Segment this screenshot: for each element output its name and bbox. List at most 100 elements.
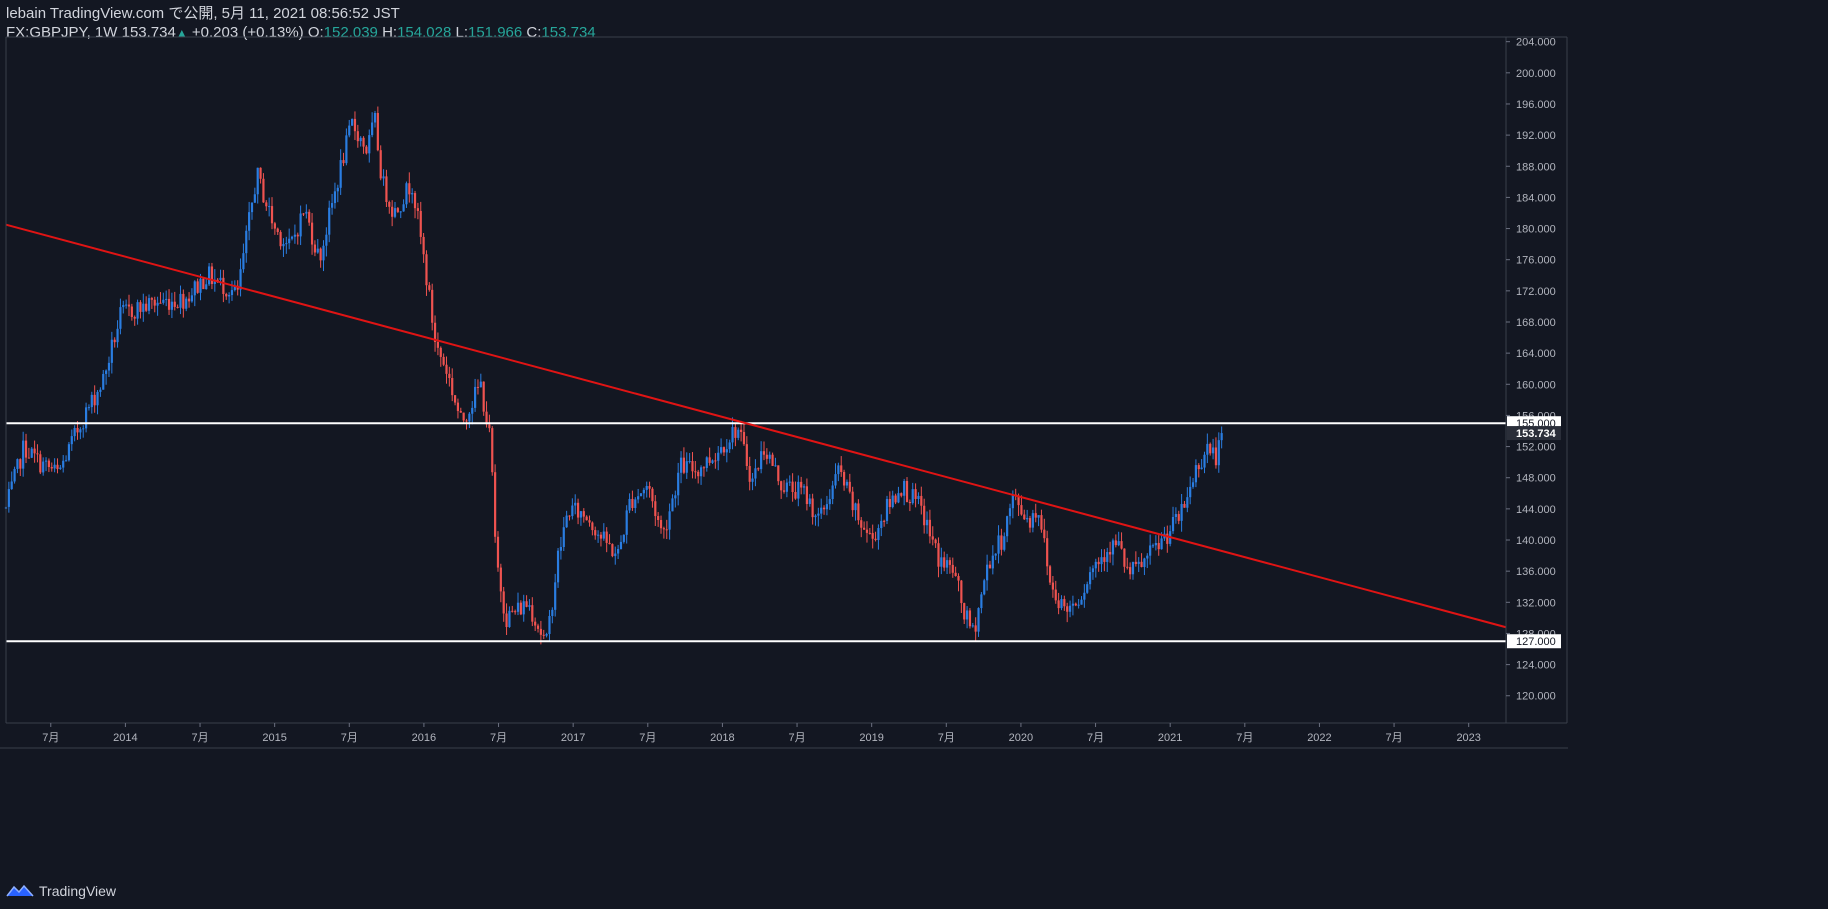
candle-body [565, 515, 568, 528]
candle-body [637, 496, 640, 500]
candle-body [994, 553, 997, 556]
candle-body [1211, 447, 1215, 454]
x-tick-label: 7月 [1385, 732, 1402, 744]
candle-body [1129, 567, 1132, 575]
candle-body [491, 428, 494, 473]
candle-body [525, 601, 528, 607]
candle-body [459, 411, 462, 413]
candle-body [339, 160, 342, 188]
candle-body [96, 391, 99, 406]
candle-body [1203, 454, 1206, 468]
candle-body [502, 591, 505, 614]
candle-body [794, 492, 797, 499]
candle-body [817, 513, 820, 516]
candle-body [659, 520, 663, 529]
footer-branding[interactable]: TradingView [6, 883, 116, 899]
candle-body [479, 381, 482, 388]
candle-body [167, 298, 171, 310]
candle-body [105, 370, 108, 374]
candle-body [199, 278, 202, 293]
candle-body [233, 285, 236, 291]
x-tick-label: 2015 [262, 732, 286, 744]
candle-body [928, 519, 931, 537]
candle-body [797, 481, 800, 499]
candle-body [225, 293, 228, 297]
candle-body [968, 610, 972, 627]
candle-body [1114, 540, 1117, 546]
candle-body [765, 454, 768, 459]
candle-body [1120, 541, 1123, 549]
candle-body [451, 377, 454, 396]
candle-body [634, 499, 637, 508]
x-tick-label: 2022 [1307, 732, 1331, 744]
candle-body [865, 529, 869, 533]
candle-body [937, 543, 940, 567]
candle-body [582, 511, 585, 517]
candle-body [551, 609, 554, 616]
candle-body [617, 549, 620, 554]
x-tick-label: 7月 [1087, 732, 1104, 744]
candle-body [293, 234, 296, 237]
candle-body [24, 440, 28, 458]
y-tick-label: 200.000 [1516, 68, 1556, 80]
candle-body [305, 211, 308, 214]
candle-body [1006, 516, 1009, 537]
candle-body [382, 176, 385, 179]
candle-body [1097, 561, 1100, 565]
x-tick-label: 7月 [191, 732, 208, 744]
candle-body [359, 137, 362, 142]
candle-body [73, 427, 76, 437]
candle-body [805, 486, 809, 505]
candle-body [542, 634, 545, 636]
candle-body [694, 471, 697, 473]
candle-body [963, 603, 966, 620]
publish-info: lebain TradingView.com で公開, 5月 11, 2021 … [6, 5, 400, 22]
candle-body [717, 452, 720, 461]
candle-body [914, 489, 917, 499]
candle-body [213, 279, 216, 284]
candle-body [588, 520, 591, 523]
candle-body [571, 505, 574, 517]
candle-body [811, 498, 814, 518]
candle-body [299, 213, 302, 237]
candle-body [900, 493, 903, 496]
price-label-box [1507, 426, 1561, 441]
candle-body [47, 460, 51, 468]
candle-body [831, 485, 834, 500]
candle-body [425, 254, 428, 286]
candle-body [602, 531, 605, 539]
candle-body [774, 465, 777, 467]
candle-body [728, 442, 731, 450]
candle-body [268, 206, 271, 208]
candle-body [1140, 561, 1143, 568]
candle-body [608, 542, 611, 545]
candle-body [210, 266, 214, 284]
candle-body [628, 498, 631, 511]
candle-body [50, 467, 53, 469]
candle-body [757, 468, 760, 470]
candle-body [44, 460, 48, 462]
candle-body [488, 424, 491, 429]
candle-body [531, 605, 534, 622]
candle-body [857, 503, 860, 521]
candle-body [505, 613, 508, 628]
candle-body [825, 504, 829, 510]
candle-body [705, 457, 708, 468]
candle-body [771, 454, 774, 466]
candle-body [1040, 515, 1043, 530]
candle-body [1034, 513, 1037, 518]
candle-body [611, 544, 614, 557]
candle-body [453, 395, 457, 403]
candle-body [511, 610, 514, 612]
candle-body [422, 236, 425, 255]
candle-body [1149, 545, 1152, 556]
candle-body [731, 427, 734, 443]
x-tick-label: 7月 [639, 732, 656, 744]
candle-body [42, 461, 45, 473]
candle-body [1220, 433, 1223, 441]
candle-body [296, 234, 299, 237]
candle-body [1214, 447, 1218, 466]
candle-body [785, 482, 788, 492]
candle-body [1060, 599, 1063, 609]
